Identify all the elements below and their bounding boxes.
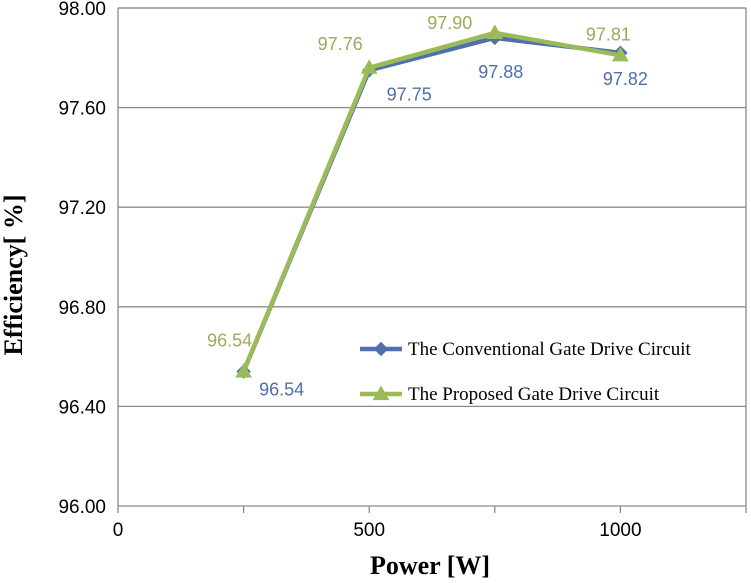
data-point [486, 24, 504, 40]
y-tick-label: 96.80 [58, 298, 106, 319]
data-point [612, 46, 629, 62]
y-tick-label: 98.00 [58, 0, 106, 20]
data-label: 97.81 [586, 24, 631, 44]
y-tick-label: 96.40 [58, 397, 106, 418]
series-lines [235, 24, 629, 379]
data-label: 97.82 [603, 69, 648, 89]
axes [117, 7, 747, 513]
data-point [235, 363, 252, 378]
data-label: 97.75 [387, 84, 432, 104]
data-label: 96.54 [207, 331, 252, 351]
x-tick-label: 500 [353, 520, 385, 541]
y-tick-label: 96.00 [58, 497, 106, 518]
series-line-conventional [241, 35, 621, 373]
legend-marker [372, 385, 390, 401]
series-line-proposed [241, 30, 621, 373]
data-label: 97.88 [478, 62, 523, 82]
x-tick-label: 0 [113, 520, 124, 541]
x-axis-title: Power [W] [370, 551, 490, 580]
legend: The Conventional Gate Drive Circuit The P… [360, 339, 692, 405]
data-point [360, 59, 378, 74]
data-label: 97.90 [427, 13, 472, 33]
x-tick-label: 1000 [599, 520, 641, 541]
legend-label: The Conventional Gate Drive Circuit [408, 339, 692, 360]
data-label: 96.54 [259, 380, 304, 400]
tick-labels: 96.00 96.40 96.80 97.20 97.60 98.00 0 500 1000 [58, 0, 641, 541]
data-labels: 96.54 97.75 97.88 97.82 96.54 97.76 97.90 97.81 [207, 13, 648, 400]
legend-marker [373, 341, 389, 357]
y-tick-label: 97.60 [58, 99, 106, 120]
data-label: 97.76 [318, 34, 363, 54]
y-tick-label: 97.20 [58, 198, 106, 219]
y-axis-title: Efficiency[ %] [0, 194, 28, 355]
legend-label: The Proposed Gate Drive Circuit [408, 384, 660, 405]
